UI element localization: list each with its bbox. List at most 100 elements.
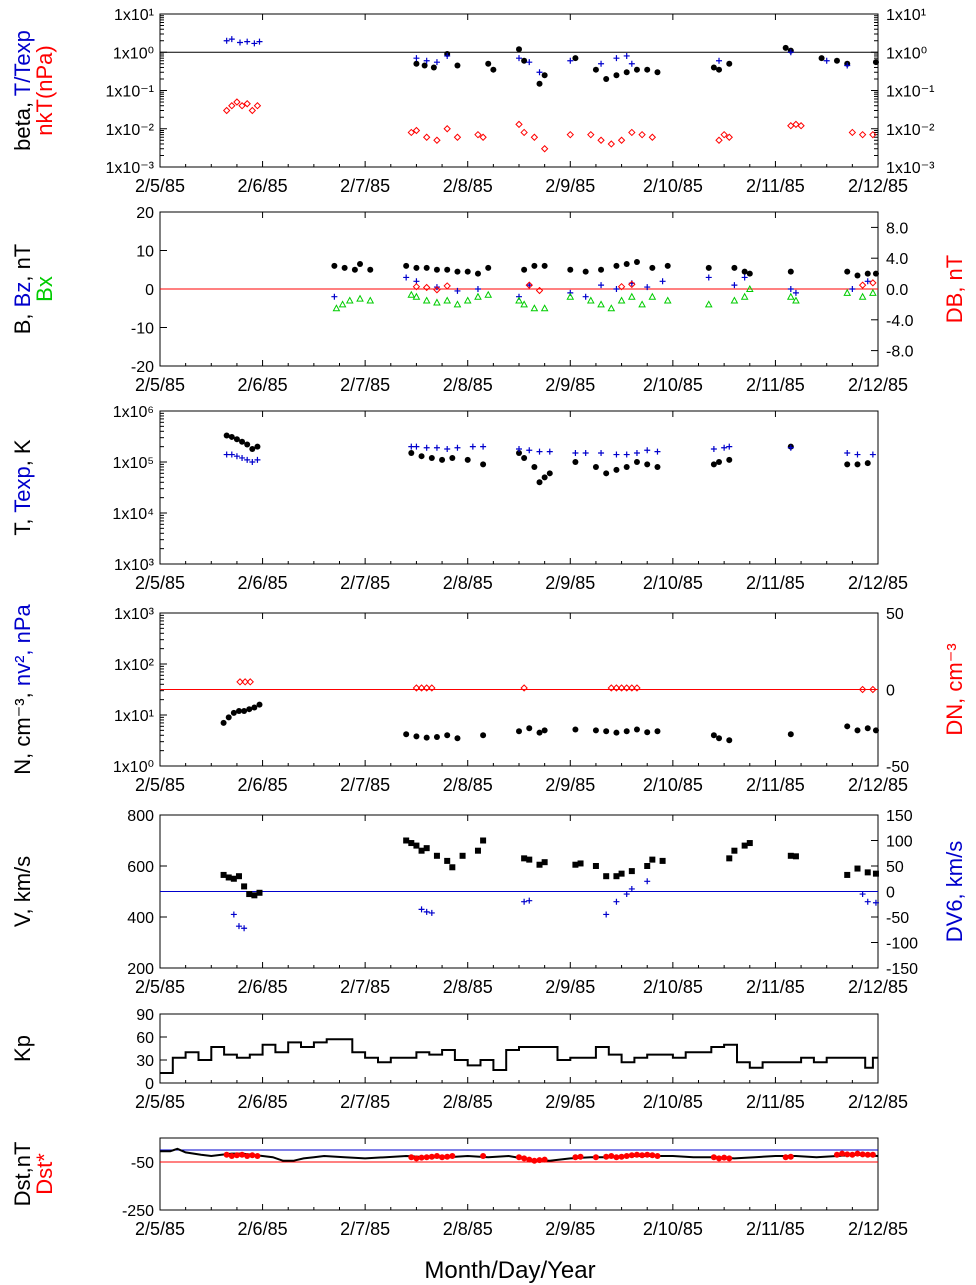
- data-point: [413, 55, 420, 62]
- data-point: [633, 450, 640, 457]
- data-point: [872, 870, 879, 877]
- data-point: [644, 461, 651, 468]
- data-point: [628, 280, 636, 289]
- data-point: [237, 39, 244, 46]
- y-tick-label: 0: [145, 1076, 154, 1093]
- x-tick-label: 2/6/85: [238, 375, 288, 395]
- x-tick-label: 2/7/85: [340, 375, 390, 395]
- data-point: [745, 284, 754, 292]
- right-tick-label: 1x10⁻²: [886, 122, 935, 139]
- right-tick-label: 0: [886, 885, 895, 902]
- data-point: [792, 296, 800, 304]
- right-tick-label: 8.0: [886, 220, 908, 237]
- data-point: [726, 443, 733, 450]
- data-point: [869, 685, 877, 694]
- data-point: [433, 298, 441, 306]
- right-tick-label: 4.0: [886, 251, 908, 268]
- x-axis-label: Month/Day/Year: [424, 1257, 595, 1284]
- data-point: [516, 55, 522, 62]
- data-point: [623, 728, 630, 735]
- data-point: [792, 120, 800, 129]
- x-tick-label: 2/8/85: [443, 573, 493, 593]
- data-point: [525, 281, 533, 289]
- data-point: [248, 106, 257, 115]
- data-point: [403, 262, 410, 269]
- data-point: [582, 268, 589, 275]
- data-point: [433, 1153, 440, 1159]
- data-point: [521, 1155, 528, 1162]
- data-point: [235, 923, 242, 930]
- data-point: [664, 262, 671, 269]
- y-axis-label-part: beta,: [10, 96, 35, 151]
- y-tick-label: 10: [136, 244, 154, 261]
- x-tick-label: 2/11/85: [746, 1219, 805, 1239]
- data-point: [603, 75, 610, 82]
- data-point: [597, 300, 605, 308]
- data-point: [859, 1151, 866, 1158]
- x-tick-label: 2/6/85: [238, 775, 288, 795]
- data-point: [480, 1153, 487, 1159]
- data-point: [243, 100, 251, 108]
- data-point: [244, 441, 251, 448]
- data-point: [663, 296, 672, 304]
- data-point: [654, 448, 661, 455]
- right-tick-label: 1x10⁻¹: [886, 84, 934, 101]
- panel-bfield: 2/5/85 2/6/85 2/7/85 2/8/85 2/9/85 2/10/85 2/1…: [10, 205, 967, 395]
- y-tick-label: 1x10¹: [114, 7, 154, 24]
- data-point: [864, 1151, 871, 1158]
- data-point: [521, 266, 528, 273]
- right-axis-label: DB, nT: [942, 255, 967, 323]
- data-point: [244, 1153, 251, 1159]
- data-point: [649, 856, 656, 863]
- y-tick-label: -20: [131, 359, 154, 376]
- data-point: [241, 925, 248, 932]
- data-point: [235, 707, 242, 714]
- data-point: [613, 466, 620, 473]
- right-tick-label: 50: [886, 859, 904, 876]
- data-point: [530, 133, 539, 141]
- x-tick-label: 2/5/85: [135, 375, 185, 395]
- data-point: [357, 260, 364, 267]
- data-point: [220, 719, 227, 726]
- y-tick-label: 20: [136, 205, 154, 222]
- data-point: [618, 870, 625, 877]
- y-axis-label-part: , K: [10, 439, 35, 466]
- data-point: [412, 126, 421, 135]
- data-point: [251, 704, 258, 711]
- data-point: [567, 266, 574, 273]
- x-tick-label: 2/9/85: [545, 977, 595, 997]
- y-axis-label: T, Texp, K: [10, 439, 35, 536]
- data-point: [469, 443, 476, 450]
- data-point: [249, 445, 256, 452]
- data-point: [433, 59, 440, 66]
- data-point: [617, 296, 626, 304]
- x-tick-label: 2/5/85: [135, 977, 185, 997]
- data-point: [654, 1153, 661, 1159]
- data-point: [408, 450, 415, 457]
- data-point: [531, 1157, 538, 1164]
- data-point: [644, 878, 651, 885]
- data-point: [710, 461, 717, 468]
- data-point: [439, 1154, 446, 1161]
- data-point: [521, 57, 528, 64]
- data-point: [844, 62, 851, 69]
- data-point: [869, 451, 876, 458]
- x-tick-label: 2/10/85: [643, 1219, 703, 1239]
- x-tick-label: 2/9/85: [545, 775, 595, 795]
- data-point: [433, 852, 440, 859]
- data-point: [839, 1150, 846, 1157]
- data-point: [628, 885, 635, 892]
- data-point: [872, 727, 879, 734]
- panels-group: 2/5/85 2/6/85 2/7/85 2/8/85 2/9/85 2/10/85 2/1…: [10, 7, 967, 1239]
- x-tick-label: 2/6/85: [238, 573, 288, 593]
- data-point: [844, 268, 851, 275]
- data-point: [598, 450, 605, 457]
- data-point: [858, 292, 867, 300]
- y-axis-label-part: N, cm⁻³,: [10, 686, 35, 775]
- data-point: [613, 451, 620, 458]
- data-point: [526, 447, 533, 454]
- data-point: [225, 714, 232, 721]
- data-point: [582, 450, 589, 457]
- data-point: [453, 133, 462, 141]
- data-point: [228, 451, 235, 458]
